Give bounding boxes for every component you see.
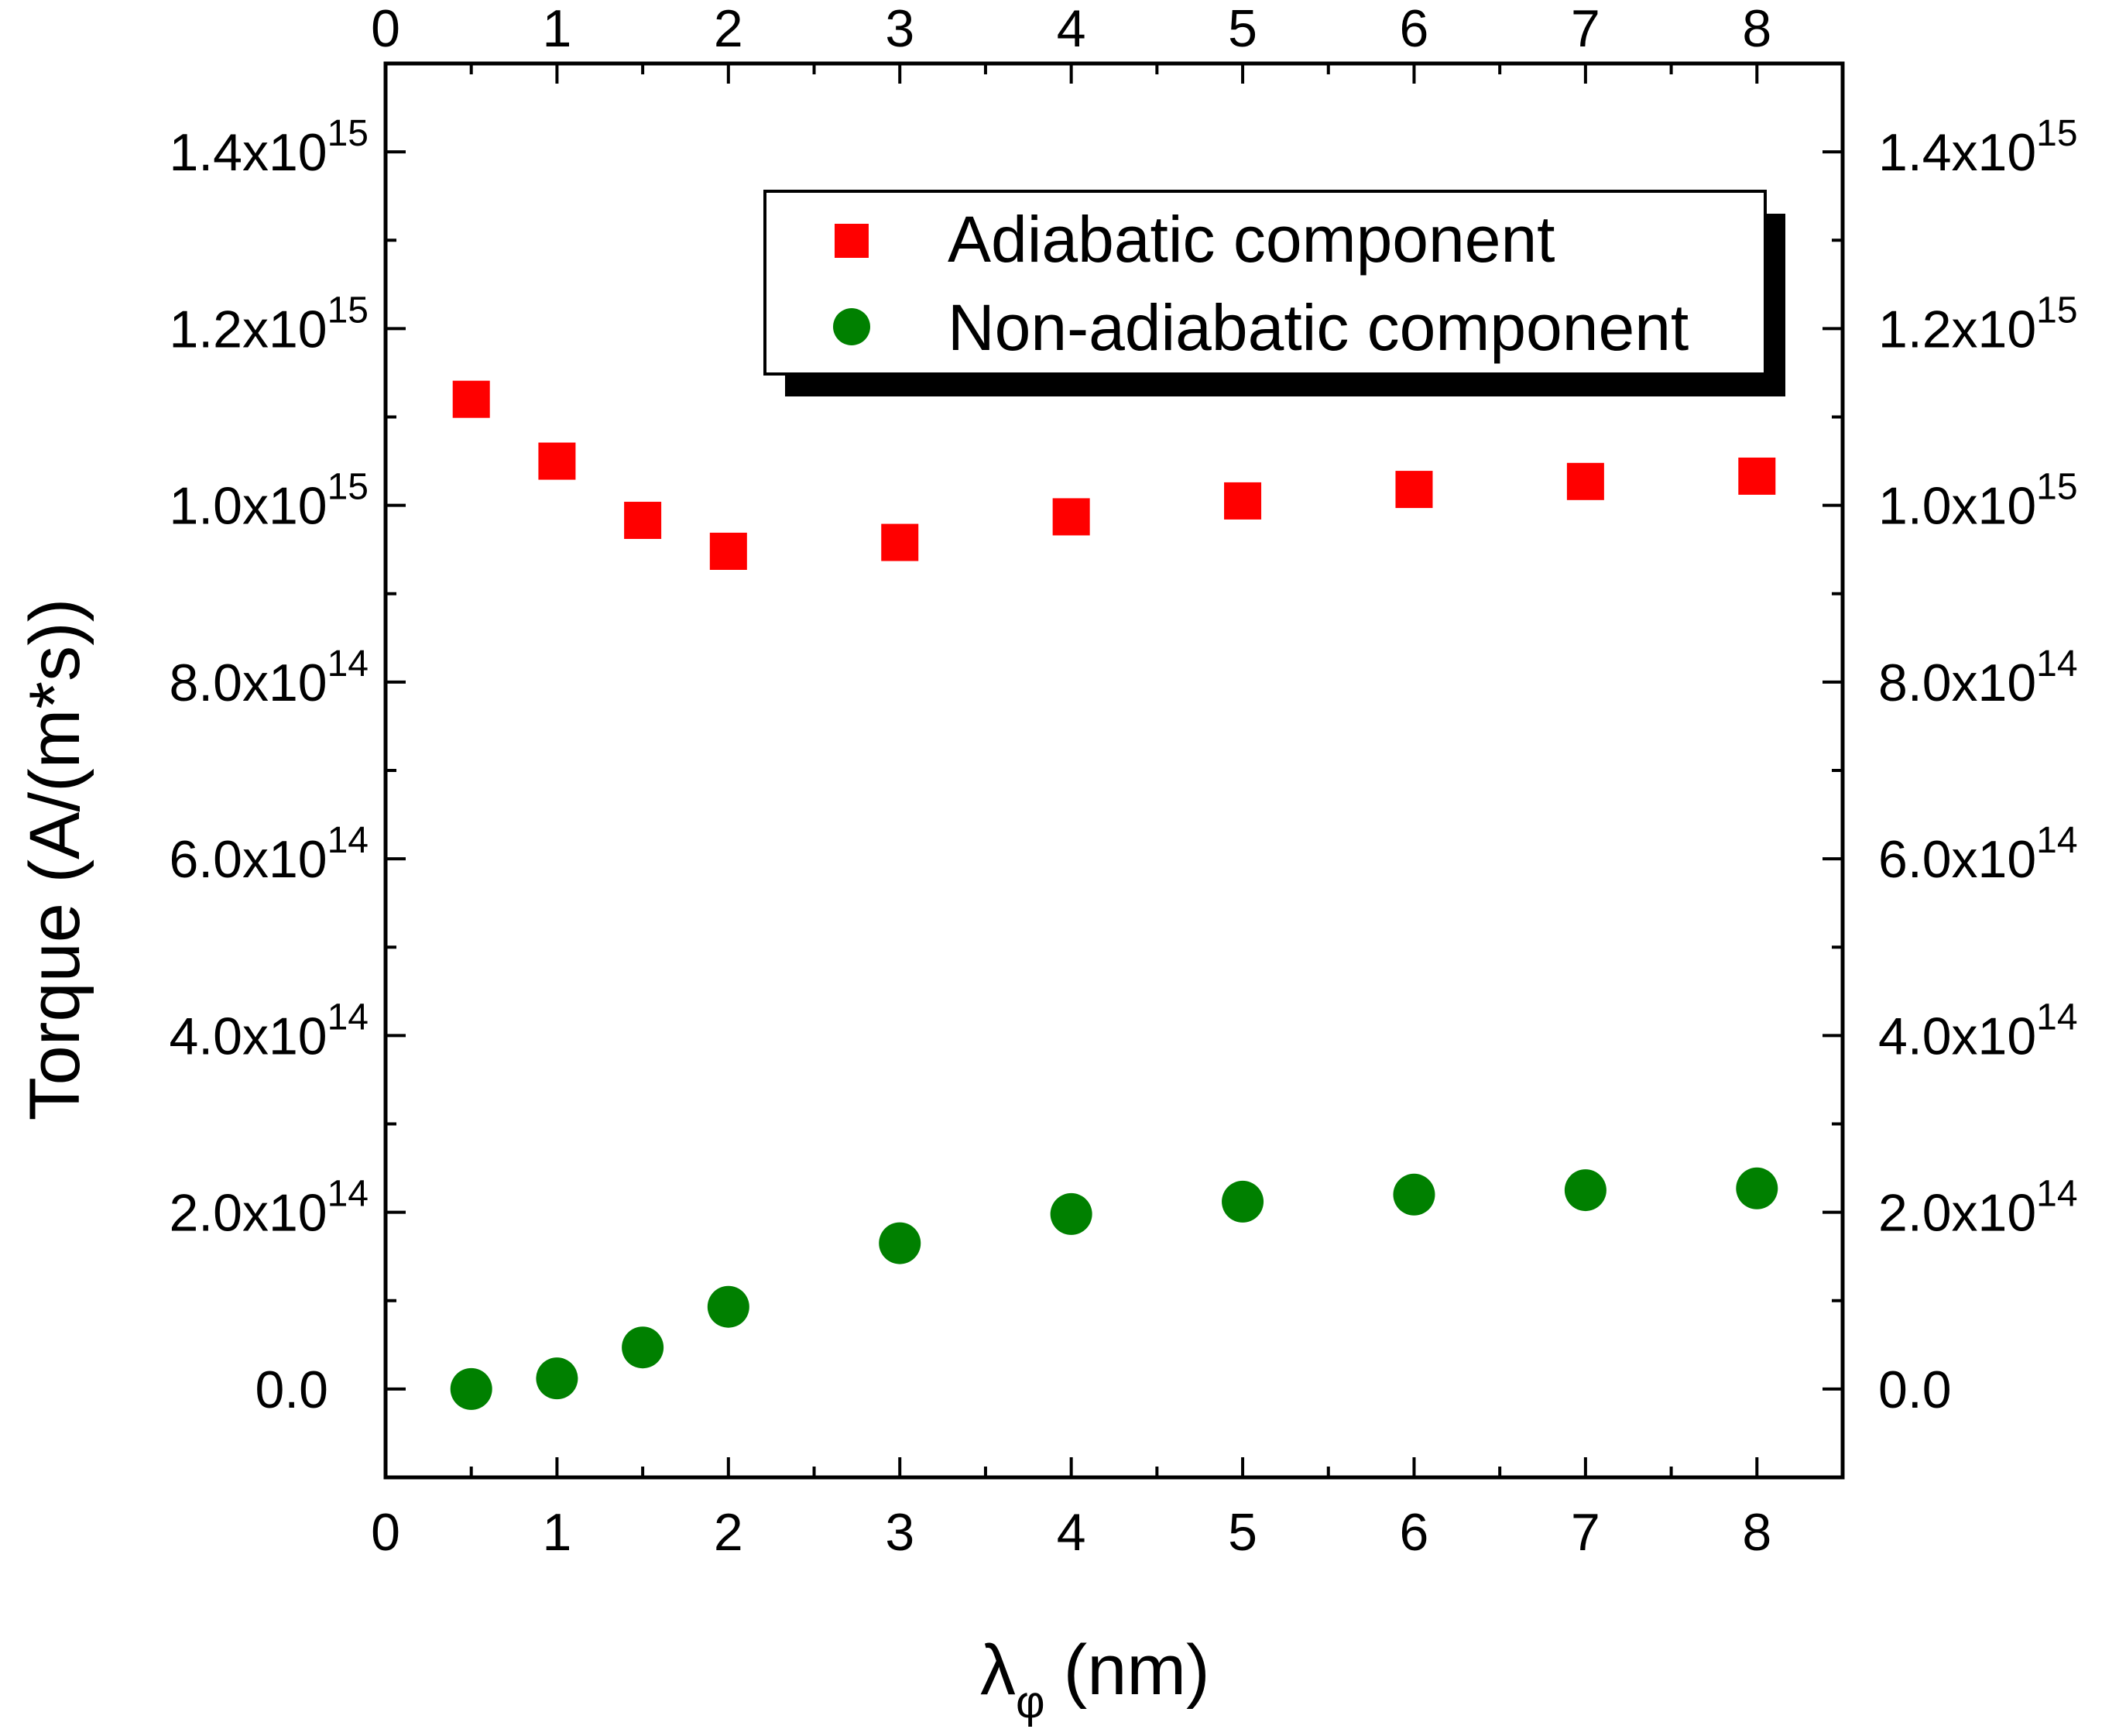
y-tick-label-exponent: 14 xyxy=(2036,643,2077,684)
x-tick-label-top: 5 xyxy=(1228,0,1257,58)
data-point-adiabatic xyxy=(1395,471,1433,509)
legend-label-adiabatic: Adiabatic component xyxy=(948,203,1555,276)
y-tick-label-right: 6.0x1014 xyxy=(1878,820,2078,889)
legend-label-non-adiabatic: Non-adiabatic component xyxy=(948,291,1689,364)
x-tick-label-top: 4 xyxy=(1057,0,1086,58)
y-tick-label-exponent: 14 xyxy=(327,997,369,1038)
y-tick-label-base: 6.0x10 xyxy=(1878,830,2036,889)
y-tick-label-right: 1.0x1015 xyxy=(1878,467,2078,536)
y-tick-label-right: 1.4x1015 xyxy=(1878,113,2078,182)
y-tick-label-exponent: 15 xyxy=(327,113,369,154)
y-tick-label-base: 1.4x10 xyxy=(169,123,327,182)
y-tick-label-left: 1.0x1015 xyxy=(169,467,369,536)
y-tick-label-base: 2.0x10 xyxy=(1878,1184,2036,1243)
data-point-adiabatic xyxy=(881,523,919,561)
legend-marker-adiabatic xyxy=(835,224,869,258)
y-tick-label-base: 8.0x10 xyxy=(169,654,327,712)
data-marks xyxy=(450,380,1778,1410)
y-tick-label-exponent: 15 xyxy=(2036,290,2077,331)
x-axis-title-symbol: λ xyxy=(980,1631,1016,1710)
x-tick-label-bottom: 5 xyxy=(1228,1503,1257,1562)
y-tick-label-exponent: 15 xyxy=(2036,113,2077,154)
x-tick-label-bottom: 2 xyxy=(714,1503,743,1562)
x-tick-label-bottom: 3 xyxy=(885,1503,914,1562)
data-point-adiabatic xyxy=(624,502,662,540)
x-tick-label-bottom: 8 xyxy=(1742,1503,1771,1562)
x-tick-label-top: 6 xyxy=(1400,0,1429,58)
y-tick-label-exponent: 14 xyxy=(2036,1174,2077,1215)
data-point-adiabatic xyxy=(1738,457,1776,495)
y-tick-label-exponent: 15 xyxy=(327,467,369,508)
x-tick-label-bottom: 1 xyxy=(542,1503,571,1562)
x-axis-title-subscript: φ xyxy=(1016,1677,1045,1727)
x-tick-label-bottom: 0 xyxy=(371,1503,400,1562)
data-point-non-adiabatic xyxy=(536,1357,578,1400)
y-tick-label-base: 8.0x10 xyxy=(1878,654,2036,712)
x-tick-label-top: 1 xyxy=(542,0,571,58)
y-tick-label-left: 0.0 xyxy=(255,1360,328,1419)
data-point-non-adiabatic xyxy=(1222,1180,1264,1223)
data-point-non-adiabatic xyxy=(1736,1167,1778,1209)
y-tick-label-right: 4.0x1014 xyxy=(1878,997,2078,1065)
data-point-non-adiabatic xyxy=(707,1285,749,1328)
y-tick-label-exponent: 14 xyxy=(2036,820,2077,861)
y-tick-label-base: 1.0x10 xyxy=(169,477,327,536)
x-tick-label-bottom: 7 xyxy=(1571,1503,1600,1562)
y-axis-title-group: Torque (A/(m*s)) xyxy=(15,599,94,1121)
x-tick-label-bottom: 4 xyxy=(1057,1503,1086,1562)
y-tick-label-left: 1.2x1015 xyxy=(169,290,369,359)
x-tick-label-top: 2 xyxy=(714,0,743,58)
y-tick-label-base: 4.0x10 xyxy=(169,1007,327,1065)
y-tick-label-exponent: 14 xyxy=(2036,997,2077,1038)
legend-marker-non-adiabatic xyxy=(833,308,870,345)
y-tick-label-left: 8.0x1014 xyxy=(169,643,369,712)
y-tick-label-left: 2.0x1014 xyxy=(169,1174,369,1243)
y-tick-label-left: 4.0x1014 xyxy=(169,997,369,1065)
y-tick-label-right: 8.0x1014 xyxy=(1878,643,2078,712)
y-tick-label-exponent: 15 xyxy=(327,290,369,331)
data-point-adiabatic xyxy=(1224,482,1262,520)
legend-box xyxy=(763,190,1767,376)
x-tick-label-top: 0 xyxy=(371,0,400,58)
y-tick-label-right: 0.0 xyxy=(1878,1360,1952,1419)
x-axis-title: λφ (nm) xyxy=(980,1631,1210,1727)
y-tick-label-exponent: 15 xyxy=(2036,467,2077,508)
y-tick-label-base: 1.2x10 xyxy=(1878,300,2036,359)
y-tick-label-left: 1.4x1015 xyxy=(169,113,369,182)
y-tick-label-right: 2.0x1014 xyxy=(1878,1174,2078,1243)
y-tick-label-exponent: 14 xyxy=(327,820,369,861)
data-point-adiabatic xyxy=(452,380,490,418)
data-point-non-adiabatic xyxy=(1393,1173,1435,1216)
y-tick-label-exponent: 14 xyxy=(327,1174,369,1215)
y-tick-label-exponent: 14 xyxy=(327,643,369,684)
y-tick-label-right: 1.2x1015 xyxy=(1878,290,2078,359)
data-point-adiabatic xyxy=(538,442,576,480)
y-tick-label-base: 1.2x10 xyxy=(169,300,327,359)
data-point-non-adiabatic xyxy=(450,1367,492,1410)
data-point-adiabatic xyxy=(709,532,747,570)
y-axis-title: Torque (A/(m*s)) xyxy=(15,599,94,1121)
legend: Adiabatic component Non-adiabatic compon… xyxy=(763,190,1785,396)
x-tick-label-top: 7 xyxy=(1571,0,1600,58)
data-point-non-adiabatic xyxy=(1050,1192,1092,1235)
x-axis-title-unit: (nm) xyxy=(1064,1631,1210,1710)
data-point-non-adiabatic xyxy=(622,1326,664,1369)
y-tick-label-base: 1.4x10 xyxy=(1878,123,2036,182)
y-tick-label-base: 2.0x10 xyxy=(169,1184,327,1243)
y-tick-label-base: 1.0x10 xyxy=(1878,477,2036,536)
data-point-adiabatic xyxy=(1566,462,1604,500)
x-tick-label-top: 8 xyxy=(1742,0,1771,58)
x-tick-label-top: 3 xyxy=(885,0,914,58)
data-point-non-adiabatic xyxy=(879,1222,921,1264)
data-point-adiabatic xyxy=(1052,498,1090,536)
y-tick-label-base: 4.0x10 xyxy=(1878,1007,2036,1065)
data-point-non-adiabatic xyxy=(1564,1169,1607,1212)
y-tick-label-base: 6.0x10 xyxy=(169,830,327,889)
x-tick-label-bottom: 6 xyxy=(1400,1503,1429,1562)
y-tick-label-left: 6.0x1014 xyxy=(169,820,369,889)
